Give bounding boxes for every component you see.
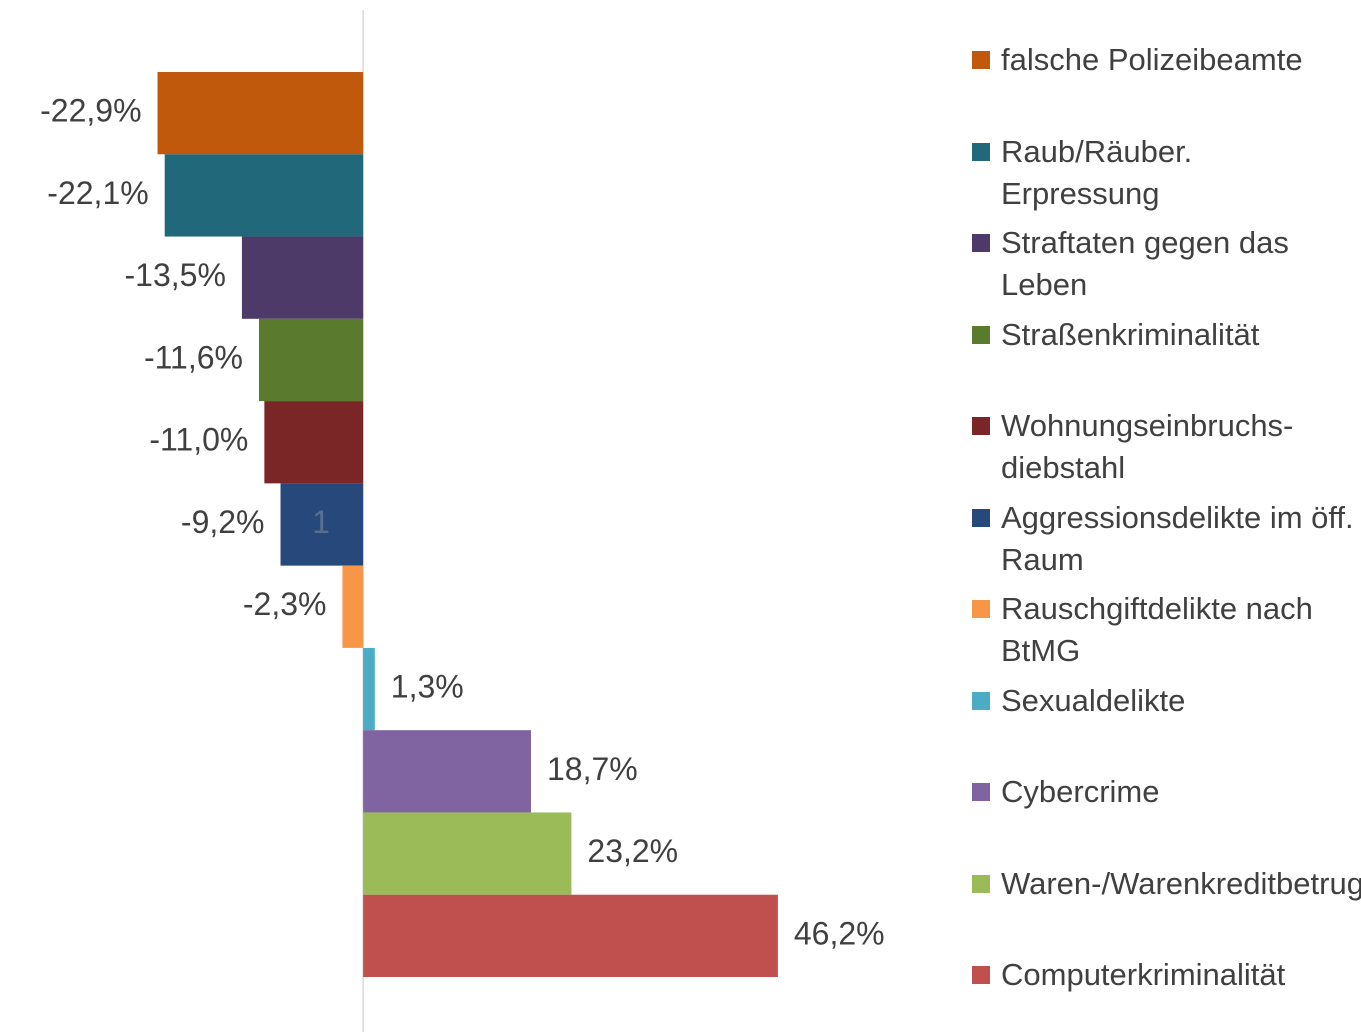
value-label: -11,0%: [149, 422, 248, 458]
value-label: -9,2%: [181, 504, 265, 540]
bar: [241, 236, 364, 319]
bar: [164, 154, 364, 237]
legend-swatch: [972, 600, 990, 618]
legend-item: Cybercrime: [972, 771, 1361, 813]
legend-swatch: [972, 234, 990, 252]
legend-swatch: [972, 417, 990, 435]
bar: [363, 894, 778, 977]
legend-swatch: [972, 325, 990, 344]
legend-label: Raub/Räuber. Erpressung: [1001, 133, 1193, 211]
bar: [342, 565, 364, 648]
bar: [363, 730, 531, 813]
legend-swatch: [972, 783, 990, 801]
value-label: -11,6%: [144, 339, 243, 375]
legend-item: falsche Polizeibeamte: [972, 39, 1361, 81]
bar: [157, 72, 364, 155]
legend-item: Aggressionsdelikte im öff. Raum: [972, 497, 1361, 581]
legend-label: Waren-/Warenkreditbetrug: [1001, 865, 1361, 901]
value-label: 23,2%: [587, 833, 678, 869]
legend-label: falsche Polizeibeamte: [1001, 42, 1303, 77]
plot-area: -22,9% -22,1% -13,5% -11,6% -11,0% -9,2% -2,3%…: [40, 10, 885, 1032]
legend-swatch: [972, 691, 990, 710]
legend-label: Straßenkriminalität: [1001, 316, 1260, 352]
legend-item: Rauschgiftdelikte nach BtMG: [972, 588, 1361, 672]
bar: [363, 647, 375, 731]
bar: [258, 318, 364, 402]
legend-item: Computerkriminalität: [972, 954, 1361, 996]
category-label: 1: [312, 504, 330, 540]
value-label: -22,1%: [47, 175, 148, 211]
bar: [280, 483, 364, 566]
value-label: 1,3%: [391, 668, 464, 704]
legend-label: Straftaten gegen das Leben: [1001, 225, 1289, 302]
legend-item: Waren-/Warenkreditbetrug: [972, 863, 1361, 905]
legend-item: Straftaten gegen das Leben: [972, 222, 1361, 306]
value-label: -2,3%: [243, 586, 327, 622]
bar: [264, 401, 364, 484]
value-label: 46,2%: [794, 915, 885, 951]
legend-label: Computerkriminalität: [1001, 957, 1286, 992]
value-label: 18,7%: [547, 751, 638, 787]
legend-label: Wohnungseinbruchs-diebstahl: [1001, 408, 1294, 485]
legend-label: Rauschgiftdelikte nach BtMG: [1001, 591, 1313, 668]
legend-swatch: [972, 51, 990, 69]
legend-swatch: [972, 508, 990, 527]
legend-swatch: [972, 874, 990, 893]
value-label: -13,5%: [125, 257, 226, 293]
legend-label: Aggressionsdelikte im öff. Raum: [1001, 499, 1354, 577]
legend-item: Wohnungseinbruchs-diebstahl: [972, 405, 1361, 489]
legend-item: Straßenkriminalität: [972, 314, 1361, 356]
legend-swatch: [972, 966, 990, 984]
legend-item: Raub/Räuber. Erpressung: [972, 131, 1361, 215]
legend-swatch: [972, 142, 990, 161]
legend-label: Sexualdelikte: [1001, 682, 1186, 718]
bar: [363, 812, 572, 895]
value-label: -22,9%: [40, 93, 141, 129]
legend-label: Cybercrime: [1001, 774, 1160, 809]
legend-item: Sexualdelikte: [972, 680, 1361, 722]
